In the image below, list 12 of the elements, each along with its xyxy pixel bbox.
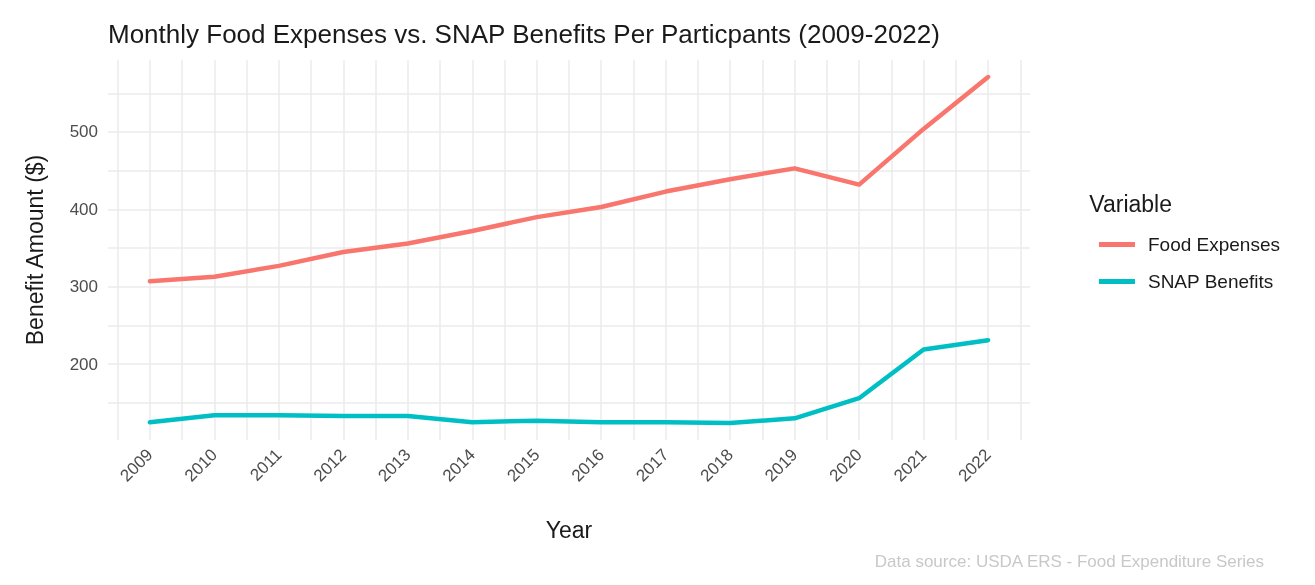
legend-label: SNAP Benefits bbox=[1147, 271, 1274, 292]
x-axis-title: Year bbox=[545, 516, 593, 543]
y-tick-label: 400 bbox=[69, 199, 98, 219]
legend-title: Variable bbox=[1089, 190, 1173, 217]
y-tick-label: 300 bbox=[69, 277, 98, 297]
y-axis-title: Benefit Amount ($) bbox=[21, 154, 48, 346]
legend-label: Food Expenses bbox=[1147, 234, 1281, 255]
line-series bbox=[147, 74, 991, 284]
line-series bbox=[147, 337, 991, 426]
chart-title: Monthly Food Expenses vs. SNAP Benefits Per Particpants (2009-2022) bbox=[108, 19, 940, 49]
y-tick-label: 500 bbox=[69, 122, 98, 142]
y-tick-label: 200 bbox=[69, 354, 98, 374]
